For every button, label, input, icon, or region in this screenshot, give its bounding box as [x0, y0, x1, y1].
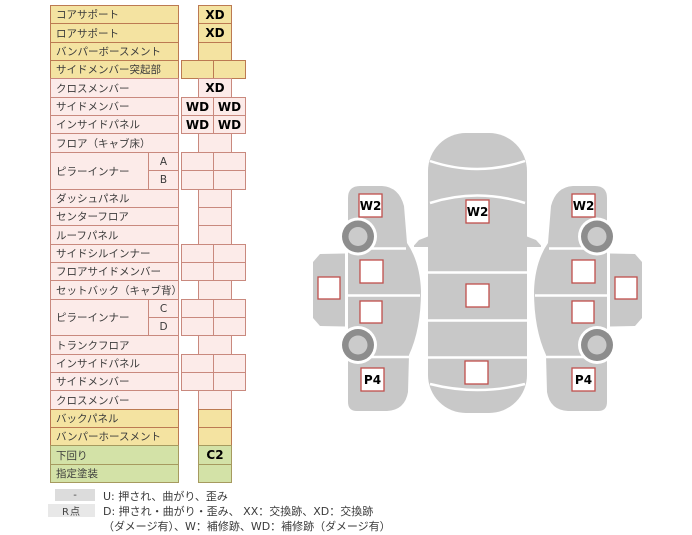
- damage-marker-label: P4: [575, 373, 592, 387]
- damage-marker-left-side-front-fender: [358, 193, 383, 218]
- damage-marker-label: W2: [573, 199, 595, 213]
- row-label: ダッシュパネル: [50, 189, 179, 208]
- legend-rpoint-swatch: R点: [48, 504, 95, 518]
- right-rear-wheel-icon: [578, 326, 616, 364]
- row-sublabel: B: [148, 170, 179, 190]
- damage-value-cell: XD: [198, 5, 232, 24]
- row-label: ロアサポート: [50, 23, 179, 43]
- row-label: インサイドパネル: [50, 354, 179, 373]
- row-label: バンパーホースメント: [50, 427, 179, 446]
- car-right-side-view: [534, 186, 642, 411]
- damage-value-cell: WD: [213, 97, 246, 116]
- left-mirror-icon: [414, 236, 428, 247]
- damage-marker-right-side-rear-fender: [571, 367, 596, 392]
- legend-dash-swatch: -: [55, 489, 95, 501]
- right-mirror-icon: [527, 236, 541, 247]
- damage-marker-right-side-front-door: [571, 259, 596, 284]
- damage-marker-right-side-rear-door: [571, 300, 595, 324]
- damage-marker-left-side-roof-side: [317, 276, 341, 300]
- row-label: ピラーインナー: [50, 152, 149, 190]
- row-label: ルーフパネル: [50, 225, 179, 245]
- front-bumper-line: [429, 159, 526, 171]
- damage-marker-right-side-roof-side: [614, 276, 638, 300]
- left-rear-wheel-icon: [339, 326, 377, 364]
- row-label: クロスメンバー: [50, 78, 179, 98]
- row-label: サイドメンバー: [50, 97, 179, 116]
- row-label: セットバック（キャブ背）: [50, 280, 179, 300]
- car-left-side-view: [313, 186, 421, 411]
- legend-rpoint-text-2: （ダメージ有）、W：補修跡、WD：補修跡（ダメージ有）: [103, 520, 391, 533]
- damage-parts-table: コアサポート XD ロアサポート XD バンパーボースメント サイドメンバー突起部 クロスメ…: [0, 0, 260, 535]
- right-front-wheel-icon: [578, 217, 616, 256]
- row-label: サイドメンバー: [50, 372, 179, 391]
- damage-marker-top-cowl: [465, 199, 490, 224]
- damage-marker-top-trunk: [464, 360, 489, 385]
- rear-window-line: [429, 382, 526, 392]
- legend-rpoint-text: D: 押され・曲がり・歪み、 XX：交換跡、XD：交換跡: [103, 505, 374, 518]
- damage-marker-left-side-front-door: [359, 259, 384, 284]
- damage-marker-right-side-front-fender: [571, 193, 596, 218]
- damage-marker-label: P4: [364, 373, 381, 387]
- row-label: フロアサイドメンバー: [50, 262, 179, 281]
- car-top-view: [414, 133, 541, 413]
- row-label: 指定塗装: [50, 464, 179, 483]
- damage-value-cell: XD: [198, 78, 232, 98]
- damage-marker-left-side-rear-fender: [360, 367, 385, 392]
- row-label: バックパネル: [50, 409, 179, 428]
- left-front-wheel-icon: [339, 217, 377, 256]
- damage-value-cell: [198, 464, 232, 483]
- windshield-line: [429, 194, 526, 205]
- legend-dash-text: U: 押され、曲がり、歪み: [103, 490, 228, 503]
- damage-marker-left-side-rear-door: [359, 300, 383, 324]
- damage-markers: W2 P4 W2 W2 P4: [317, 193, 638, 392]
- damage-marker-top-roof: [465, 283, 490, 308]
- damage-value-cell: C2: [198, 445, 232, 465]
- row-label: センターフロア: [50, 207, 179, 226]
- row-label: サイドシルインナー: [50, 244, 179, 263]
- damage-marker-label: W2: [360, 199, 382, 213]
- damage-value-cell: WD: [181, 115, 214, 134]
- row-label: インサイドパネル: [50, 115, 179, 134]
- row-label: ピラーインナー: [50, 299, 149, 336]
- damage-marker-label: W2: [467, 205, 489, 219]
